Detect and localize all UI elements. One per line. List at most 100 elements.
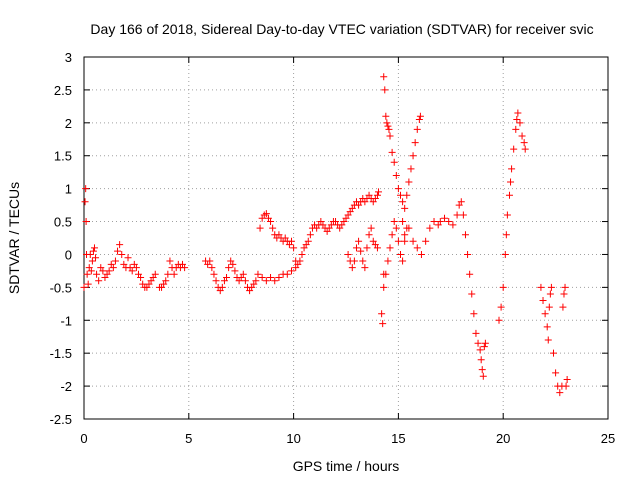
x-tick-label: 25 xyxy=(601,431,615,446)
y-tick-label: 2 xyxy=(65,116,72,131)
data-point xyxy=(262,210,270,218)
data-point xyxy=(512,125,520,133)
data-point xyxy=(241,277,249,285)
data-point xyxy=(388,231,396,239)
data-point xyxy=(407,165,415,173)
data-point xyxy=(384,257,392,265)
data-point xyxy=(382,270,390,278)
data-point xyxy=(430,218,438,226)
data-point xyxy=(409,152,417,160)
data-point xyxy=(128,267,136,275)
y-tick-label: 1 xyxy=(65,182,72,197)
data-point xyxy=(559,303,567,311)
x-tick-label: 0 xyxy=(80,431,87,446)
data-point xyxy=(269,224,277,232)
data-point xyxy=(373,191,381,199)
data-point xyxy=(373,244,381,252)
data-point xyxy=(543,323,551,331)
data-point xyxy=(521,145,529,153)
data-point xyxy=(365,231,373,239)
data-point xyxy=(394,185,402,193)
data-point xyxy=(461,231,469,239)
data-point xyxy=(417,250,425,258)
data-point xyxy=(166,257,174,265)
data-point xyxy=(383,119,391,127)
data-point xyxy=(413,125,421,133)
data-point xyxy=(124,254,132,262)
data-point xyxy=(508,165,516,173)
data-point xyxy=(170,270,178,278)
data-point xyxy=(552,369,560,377)
data-point xyxy=(223,273,231,281)
y-tick-label: 1.5 xyxy=(54,149,72,164)
data-point xyxy=(290,244,298,252)
plot-frame xyxy=(83,56,609,420)
data-point xyxy=(298,250,306,258)
data-point xyxy=(422,237,430,245)
data-point xyxy=(405,224,413,232)
data-point xyxy=(481,339,489,347)
data-point xyxy=(459,211,467,219)
data-point xyxy=(541,310,549,318)
data-point xyxy=(415,116,423,124)
data-point xyxy=(394,237,402,245)
data-point xyxy=(344,250,352,258)
data-point xyxy=(502,231,510,239)
data-point xyxy=(560,290,568,298)
y-tick-label: -0.5 xyxy=(50,280,72,295)
data-point xyxy=(292,264,300,272)
data-point xyxy=(256,224,264,232)
data-point xyxy=(93,270,101,278)
data-point xyxy=(105,267,113,275)
data-point xyxy=(258,273,266,281)
data-point xyxy=(181,264,189,272)
y-tick-label: 2.5 xyxy=(54,83,72,98)
data-point xyxy=(229,260,237,268)
data-point xyxy=(544,336,552,344)
data-point xyxy=(212,277,220,285)
data-point xyxy=(363,244,371,252)
x-tick-label: 5 xyxy=(185,431,192,446)
data-point xyxy=(501,250,509,258)
data-point xyxy=(516,119,524,127)
data-point xyxy=(118,250,126,258)
data-point xyxy=(413,244,421,252)
data-point xyxy=(520,139,528,147)
data-point xyxy=(111,257,119,265)
y-tick-label: 0.5 xyxy=(54,215,72,230)
data-point xyxy=(367,224,375,232)
data-point xyxy=(225,264,233,272)
data-point xyxy=(426,224,434,232)
data-point xyxy=(208,264,216,272)
data-point xyxy=(476,346,484,354)
data-point xyxy=(352,244,360,252)
data-point xyxy=(503,211,511,219)
data-point xyxy=(114,247,122,255)
data-point xyxy=(381,86,389,94)
data-point xyxy=(546,290,554,298)
data-point xyxy=(82,185,90,193)
data-point xyxy=(355,237,363,245)
data-point xyxy=(562,382,570,390)
data-point xyxy=(409,237,417,245)
data-points xyxy=(80,73,571,397)
data-point xyxy=(537,283,545,291)
data-point xyxy=(95,277,103,285)
data-point xyxy=(80,283,88,291)
data-point xyxy=(385,125,393,133)
grid-lines xyxy=(84,57,608,419)
data-point xyxy=(83,270,91,278)
y-tick-label: -1.5 xyxy=(50,346,72,361)
data-point xyxy=(132,264,140,272)
data-point xyxy=(348,264,356,272)
data-point xyxy=(390,158,398,166)
data-point xyxy=(464,250,472,258)
data-point xyxy=(416,112,424,120)
data-point xyxy=(466,270,474,278)
data-point xyxy=(545,303,553,311)
data-point xyxy=(474,339,482,347)
data-point xyxy=(505,191,513,199)
data-point xyxy=(507,178,515,186)
data-point xyxy=(88,257,96,265)
data-point xyxy=(556,389,564,397)
